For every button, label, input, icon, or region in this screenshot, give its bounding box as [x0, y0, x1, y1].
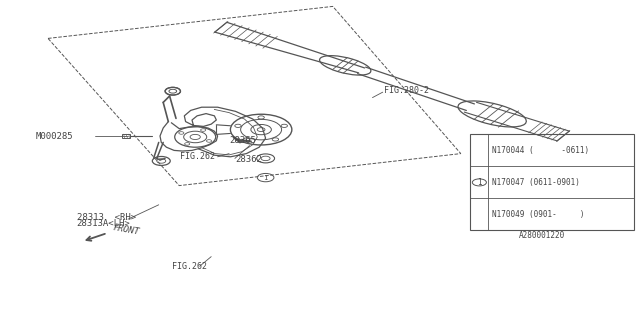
Text: N170044 (      -0611): N170044 ( -0611) — [492, 146, 589, 155]
Text: 1: 1 — [264, 175, 268, 180]
Text: 28313  <RH>: 28313 <RH> — [77, 213, 136, 222]
Text: N170049 (0901-     ): N170049 (0901- ) — [492, 210, 585, 219]
Text: FRONT: FRONT — [112, 223, 140, 236]
Text: FIG.280-2: FIG.280-2 — [384, 86, 429, 95]
Text: 28362: 28362 — [236, 156, 262, 164]
Text: FIG.262: FIG.262 — [172, 262, 207, 271]
Text: N170047 (0611-0901): N170047 (0611-0901) — [492, 178, 580, 187]
Text: A280001220: A280001220 — [518, 231, 564, 240]
Text: 28313A<LH>: 28313A<LH> — [77, 220, 131, 228]
Text: M000285: M000285 — [35, 132, 73, 141]
Text: 1: 1 — [477, 178, 482, 187]
Text: 28365: 28365 — [229, 136, 256, 145]
Text: FIG.262: FIG.262 — [180, 152, 216, 161]
